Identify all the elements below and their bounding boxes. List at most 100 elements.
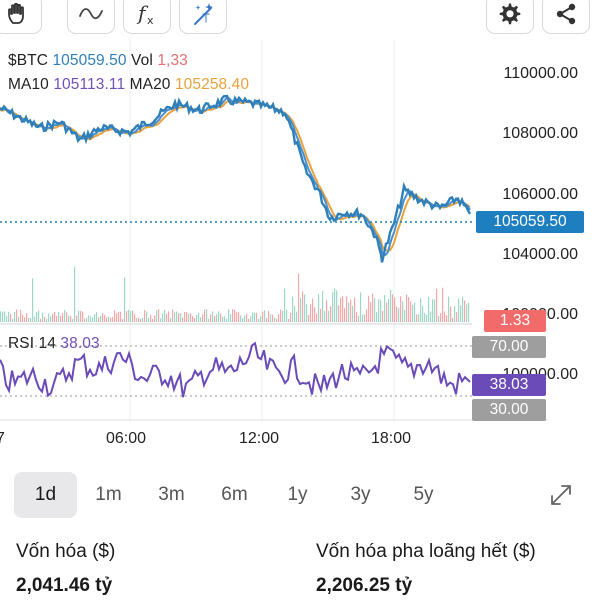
volume-bar xyxy=(84,318,86,322)
volume-bar xyxy=(88,315,90,322)
volume-bar xyxy=(38,310,40,322)
volume-bar xyxy=(312,298,314,322)
volume-bar xyxy=(336,290,338,322)
hand-icon xyxy=(8,2,24,24)
function-tool-button[interactable]: f x xyxy=(123,0,171,34)
volume-bar xyxy=(458,298,460,322)
range-tab-5y[interactable]: 5y xyxy=(413,484,434,505)
volume-bar xyxy=(252,312,254,322)
volume-bar xyxy=(456,312,458,322)
volume-bar xyxy=(334,288,336,322)
volume-bar xyxy=(348,302,350,322)
volume-bar xyxy=(428,297,430,322)
price-axis-label: 104000.00 xyxy=(502,246,578,263)
price-axis-label: 108000.00 xyxy=(502,125,578,142)
range-tab-6m[interactable]: 6m xyxy=(221,484,248,505)
range-tab-3y[interactable]: 3y xyxy=(350,484,371,505)
volume-bar xyxy=(98,317,100,322)
volume-bar xyxy=(34,316,36,322)
volume-bar xyxy=(396,306,398,322)
volume-bar xyxy=(140,318,142,322)
volume-bar xyxy=(444,311,446,322)
volume-bar xyxy=(50,316,52,322)
volume-bar xyxy=(104,314,106,322)
range-tab-1m[interactable]: 1m xyxy=(95,484,122,505)
volume-bar xyxy=(222,316,224,322)
volume-bar xyxy=(144,309,146,322)
volume-bar xyxy=(302,291,304,322)
volume-bar xyxy=(366,309,368,322)
legend-price: $BTC 105059.50 Vol 1,33 xyxy=(8,52,188,70)
volume-bar xyxy=(230,314,232,322)
volume-bar xyxy=(82,311,84,322)
volume-bar xyxy=(56,315,58,322)
price-line xyxy=(0,94,472,263)
expand-icon[interactable] xyxy=(548,482,574,508)
volume-bar xyxy=(258,318,260,322)
volume-bar xyxy=(42,312,44,322)
volume-bar xyxy=(464,300,466,322)
volume-bar xyxy=(10,314,12,322)
volume-bar xyxy=(130,311,132,322)
volume-bar xyxy=(132,310,134,322)
volume-bar xyxy=(0,311,2,322)
volume-bar xyxy=(138,317,140,322)
volume-bar xyxy=(186,312,188,322)
volume-bar xyxy=(284,288,286,322)
volume-bar xyxy=(422,306,424,322)
volume-bar xyxy=(78,310,80,322)
price-axis-label: 106000.00 xyxy=(502,186,578,203)
ma20-line xyxy=(0,99,471,252)
volume-bar xyxy=(4,311,6,322)
time-label: 06:00 xyxy=(106,430,147,447)
volume-bar xyxy=(64,310,66,322)
volume-bar xyxy=(330,306,332,322)
legend-ma: MA10 105113.11 MA20 105258.40 xyxy=(8,76,249,94)
volume-bar xyxy=(194,318,196,322)
fx-icon: f x xyxy=(136,1,154,27)
rsi-value: 38.03 xyxy=(60,335,100,352)
curve-icon xyxy=(79,8,103,20)
volume-bar xyxy=(436,288,438,322)
volume-bar xyxy=(92,317,94,322)
ma20-value: 105258.40 xyxy=(174,76,250,93)
ma20-label: MA20 xyxy=(129,76,171,93)
volume-bar xyxy=(344,308,346,322)
volume-bar xyxy=(434,299,436,322)
range-tab-1d[interactable]: 1d xyxy=(14,472,77,518)
volume-bar xyxy=(426,314,428,322)
hand-tool-button[interactable] xyxy=(0,0,42,34)
volume-bar xyxy=(212,311,214,322)
indicator-magic-button[interactable] xyxy=(179,0,227,34)
volume-bar xyxy=(226,318,228,322)
volume-bar xyxy=(8,311,10,322)
range-tab-3m[interactable]: 3m xyxy=(158,484,185,505)
volume-bar xyxy=(316,313,318,322)
volume-bar xyxy=(70,315,72,322)
volume-bar xyxy=(220,313,222,322)
volume-bar xyxy=(450,306,452,322)
volume-bar xyxy=(112,317,114,322)
volume-bar xyxy=(324,310,326,322)
volume-bar xyxy=(318,293,320,322)
volume-bar xyxy=(274,317,276,322)
volume-bar xyxy=(166,313,168,322)
volume-bar xyxy=(386,302,388,322)
volume-bar xyxy=(320,308,322,322)
curve-tool-button[interactable] xyxy=(67,0,115,34)
share-button[interactable] xyxy=(542,0,590,34)
volume-bar xyxy=(262,311,264,322)
volume-bar xyxy=(40,318,42,322)
volume-bar xyxy=(462,296,464,322)
settings-button[interactable] xyxy=(486,0,534,34)
volume-bar xyxy=(342,296,344,322)
range-selector: 1d 1m 3m 6m 1y 3y 5y xyxy=(14,472,455,518)
volume-bar xyxy=(358,315,360,322)
volume-bar xyxy=(304,294,306,322)
volume-bar xyxy=(350,299,352,322)
current-price-tag: 105059.50 xyxy=(476,211,584,233)
volume-bar xyxy=(266,317,268,322)
volume-bar xyxy=(322,290,324,322)
range-tab-1y[interactable]: 1y xyxy=(287,484,308,505)
price-chart[interactable] xyxy=(0,40,600,460)
